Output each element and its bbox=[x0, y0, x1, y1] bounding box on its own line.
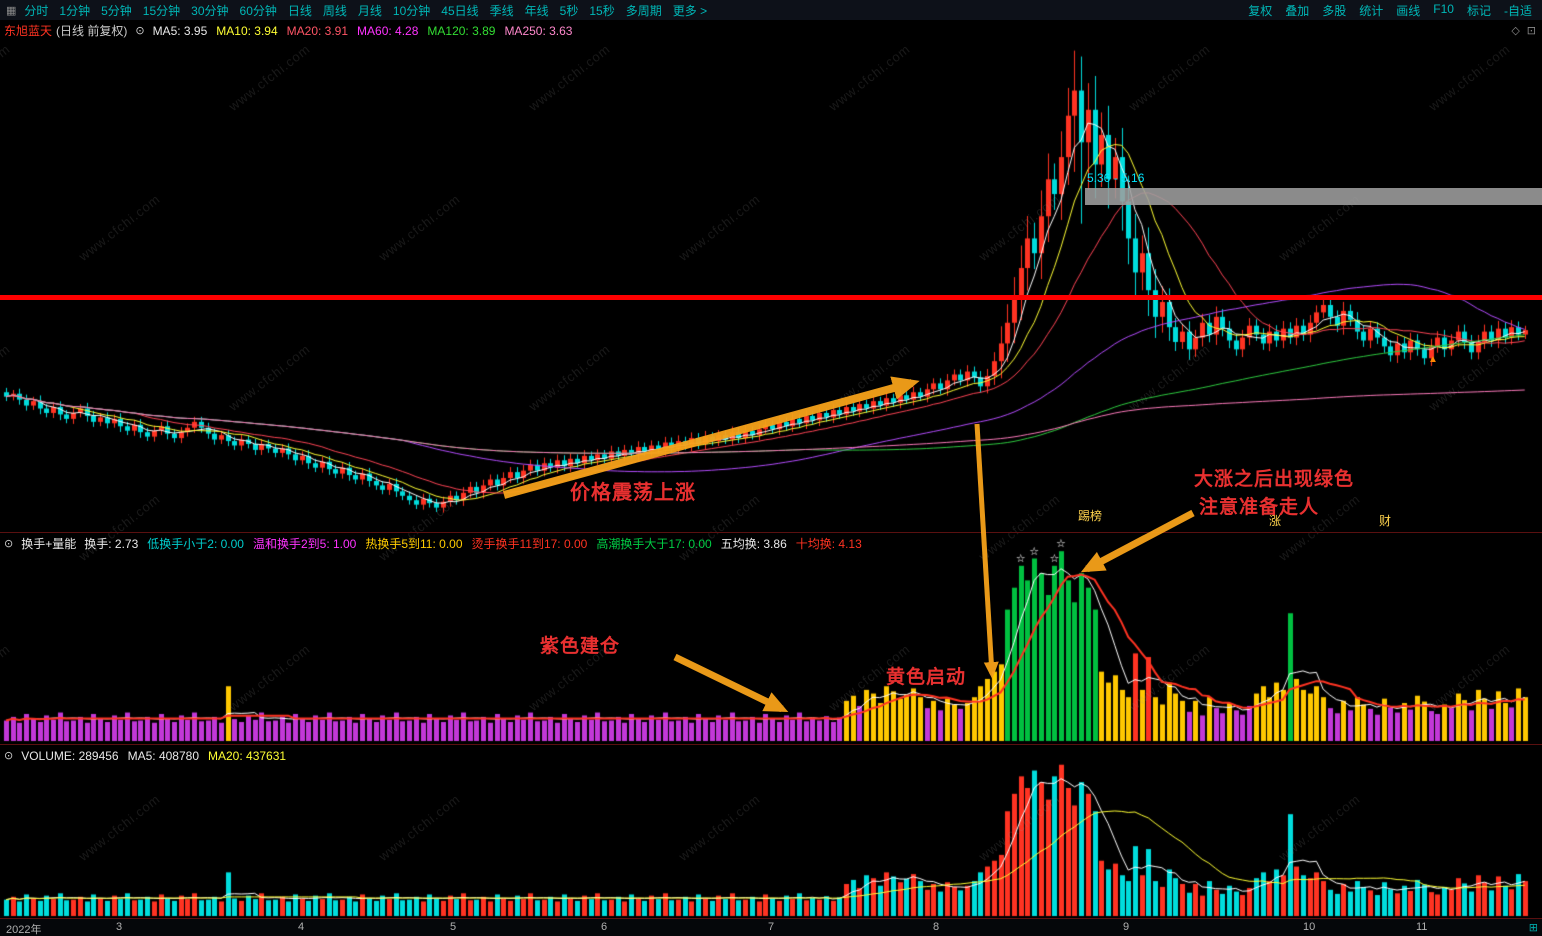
tool-item-7[interactable]: 标记 bbox=[1466, 3, 1491, 18]
drawn-arrow[interactable] bbox=[1080, 509, 1195, 573]
period-item-12[interactable]: 季线 bbox=[489, 3, 514, 18]
time-axis[interactable]: 2022年 3 4 5 6 7 8 9 10 11 bbox=[0, 919, 1542, 936]
grid-menu-icon[interactable]: ▦ bbox=[6, 4, 17, 17]
tools-menu: 复权 叠加 多股 统计 画线 F10 标记 -自适 bbox=[1248, 2, 1532, 19]
axis-label: 4 bbox=[298, 921, 305, 933]
buy-signal-triangle-icon: ▲ bbox=[1428, 354, 1438, 365]
tool-item-2[interactable]: 叠加 bbox=[1285, 3, 1310, 18]
ma-label: MA250: 3.63 bbox=[504, 23, 573, 38]
top-toolbar: ▦ 分时 1分钟 5分钟 15分钟 30分钟 60分钟 日线 周线 月线 10分钟 45日线 季线 年线… bbox=[0, 0, 1542, 20]
turnover-label: 十均换: 4.13 bbox=[795, 537, 862, 551]
hotkey-hint: 踢榜 bbox=[1078, 509, 1103, 523]
tool-item-8[interactable]: -自适 bbox=[1504, 3, 1532, 18]
main-chart-header: 东旭蓝天 (日线 前复权) ⊙ MA5: 3.95 MA10: 3.94 MA20:… bbox=[4, 22, 572, 39]
axis-label: 11 bbox=[1416, 921, 1428, 933]
period-item-11[interactable]: 45日线 bbox=[441, 3, 479, 18]
price-range-label[interactable]: 5.36 - 5.16 bbox=[1087, 171, 1145, 185]
panel-separator bbox=[0, 532, 1542, 533]
tool-item-3[interactable]: 多股 bbox=[1322, 3, 1347, 18]
period-item-17[interactable]: 更多 > bbox=[672, 3, 708, 18]
volume-panel-header: ⊙ VOLUME: 289456 MA5: 408780 MA20: 437631 bbox=[4, 747, 286, 764]
window-corner-icons: ◇ ⊡ bbox=[1511, 24, 1536, 37]
period-item-8[interactable]: 周线 bbox=[322, 3, 347, 18]
hotkey-hint: 财 bbox=[1379, 514, 1392, 528]
axis-label: 7 bbox=[768, 921, 775, 933]
axis-label: 5 bbox=[450, 921, 457, 933]
ma-label: MA10: 3.94 bbox=[216, 23, 278, 38]
turnover-panel-header: ⊙ 换手+量能 换手: 2.73 低换手小于2: 0.00 温和换手2到5: 1.0… bbox=[4, 535, 862, 552]
tool-item-4[interactable]: 统计 bbox=[1359, 3, 1384, 18]
period-item-10[interactable]: 10分钟 bbox=[392, 3, 431, 18]
axis-label: 3 bbox=[116, 921, 123, 933]
volume-chart-canvas[interactable] bbox=[0, 745, 1542, 918]
ma-label: MA20: 3.91 bbox=[286, 23, 349, 38]
hotkey-hint: 涨 bbox=[1269, 514, 1282, 528]
stock-name: 东旭蓝天 bbox=[4, 24, 53, 38]
turnover-label: 高潮换手大于17: 0.00 bbox=[596, 537, 712, 551]
annotation-text[interactable]: 大涨之后出现绿色 bbox=[1194, 469, 1355, 490]
turnover-label: 五均换: 3.86 bbox=[720, 537, 787, 551]
turnover-indicator-title: 换手+量能 bbox=[21, 537, 77, 551]
turnover-labels-group: 换手: 2.73 低换手小于2: 0.00 温和换手2到5: 1.00 热换手5到11… bbox=[84, 535, 862, 552]
volume-labels-group: VOLUME: 289456 MA5: 408780 MA20: 437631 bbox=[21, 749, 286, 763]
gray-highlight-bar[interactable] bbox=[1085, 188, 1542, 205]
turnover-label: 温和换手2到5: 1.00 bbox=[252, 537, 357, 551]
period-item-1[interactable]: 分时 bbox=[24, 3, 49, 18]
turnover-label: 烫手换手11到17: 0.00 bbox=[471, 537, 588, 551]
turnover-label: 低换手小于2: 0.00 bbox=[147, 537, 244, 551]
period-item-3[interactable]: 5分钟 bbox=[101, 3, 132, 18]
axis-corner-icon[interactable]: ⊞ bbox=[1528, 922, 1538, 934]
indicator-collapse-icon[interactable]: ⊙ bbox=[4, 538, 14, 550]
period-item-16[interactable]: 多周期 bbox=[625, 3, 662, 18]
candlestick-chart-canvas[interactable] bbox=[0, 20, 1542, 533]
period-item-5[interactable]: 30分钟 bbox=[191, 3, 229, 18]
volume-label: MA5: 408780 bbox=[127, 748, 199, 763]
annotation-text[interactable]: 注意准备走人 bbox=[1199, 497, 1320, 518]
tool-item-5[interactable]: 画线 bbox=[1396, 3, 1421, 18]
axis-label: 10 bbox=[1303, 921, 1316, 933]
ma-label: MA120: 3.89 bbox=[427, 23, 496, 38]
drawn-red-horizontal-line[interactable] bbox=[0, 295, 1542, 300]
drawn-arrow[interactable] bbox=[974, 423, 999, 679]
volume-label: MA20: 437631 bbox=[208, 748, 287, 763]
axis-label: 2022年 bbox=[6, 924, 42, 936]
annotation-text[interactable]: 黄色启动 bbox=[886, 667, 967, 688]
drawn-arrow[interactable] bbox=[673, 653, 789, 713]
window-icon-2[interactable]: ⊡ bbox=[1526, 25, 1536, 37]
period-item-7[interactable]: 日线 bbox=[287, 3, 312, 18]
tool-item-6[interactable]: F10 bbox=[1433, 1, 1454, 16]
period-menu: 分时 1分钟 5分钟 15分钟 30分钟 60分钟 日线 周线 月线 10分钟 45日线 季线 年线 5秒… bbox=[24, 2, 707, 19]
annotation-text[interactable]: 价格震荡上涨 bbox=[570, 482, 696, 504]
panel-separator bbox=[0, 744, 1542, 745]
period-item-2[interactable]: 1分钟 bbox=[59, 3, 91, 18]
period-item-6[interactable]: 60分钟 bbox=[239, 3, 277, 18]
axis-label: 6 bbox=[601, 921, 608, 933]
ma-label: MA60: 4.28 bbox=[357, 23, 419, 38]
axis-label: 8 bbox=[933, 921, 940, 933]
volume-label: VOLUME: 289456 bbox=[21, 748, 119, 763]
chart-mode-label: (日线 前复权) bbox=[56, 24, 128, 38]
turnover-label: 换手: 2.73 bbox=[84, 537, 139, 551]
annotation-text[interactable]: 紫色建仓 bbox=[540, 636, 621, 657]
period-item-13[interactable]: 年线 bbox=[524, 3, 549, 18]
period-item-4[interactable]: 15分钟 bbox=[142, 3, 181, 18]
tool-item-1[interactable]: 复权 bbox=[1248, 3, 1273, 18]
window-icon-1[interactable]: ◇ bbox=[1511, 25, 1520, 37]
period-item-9[interactable]: 月线 bbox=[357, 3, 382, 18]
ma-labels-group: MA5: 3.95 MA10: 3.94 MA20: 3.91 MA60: 4.28 M… bbox=[153, 24, 573, 38]
period-item-15[interactable]: 15秒 bbox=[589, 3, 615, 18]
indicator-collapse-icon[interactable]: ⊙ bbox=[4, 750, 14, 762]
panel-separator bbox=[0, 918, 1542, 919]
drawn-arrow[interactable] bbox=[502, 376, 920, 499]
turnover-label: 热换手5到11: 0.00 bbox=[365, 537, 463, 551]
ma-label: MA5: 3.95 bbox=[152, 23, 208, 38]
period-item-14[interactable]: 5秒 bbox=[559, 3, 579, 18]
indicator-collapse-icon[interactable]: ⊙ bbox=[135, 25, 145, 37]
axis-label: 9 bbox=[1123, 921, 1130, 933]
